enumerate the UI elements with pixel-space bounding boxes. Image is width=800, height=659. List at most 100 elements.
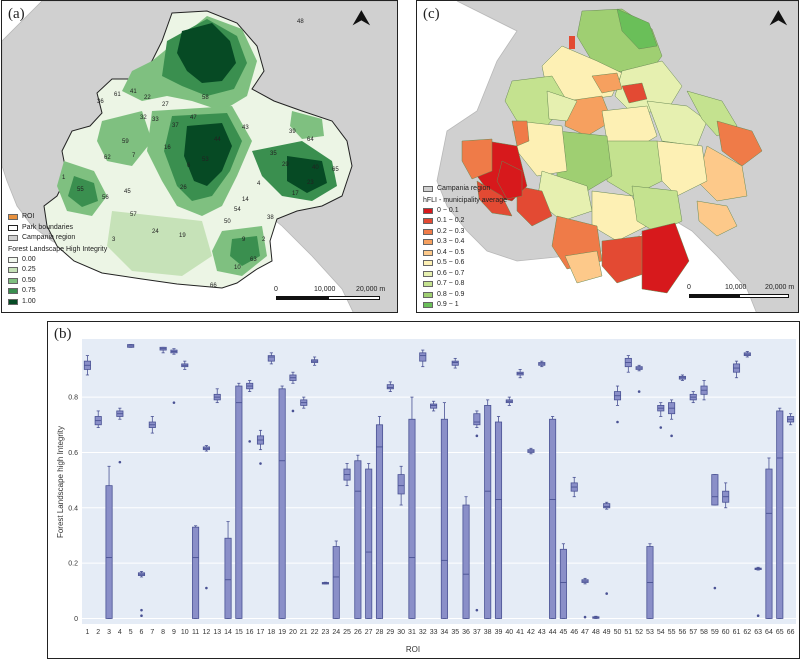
box-roi-5	[127, 344, 135, 348]
outlier-point	[583, 615, 587, 619]
x-tick-label: 48	[592, 629, 600, 636]
x-tick-label: 5	[129, 629, 133, 636]
box-iqr	[278, 388, 286, 619]
roi-number-label: 10	[234, 265, 241, 271]
box-iqr	[711, 474, 719, 506]
panel-c-municipality-map: (c) ⮝ Campania region hFLI - municipalit…	[416, 0, 799, 313]
roi-number-label: 48	[297, 19, 304, 25]
x-tick-label: 56	[679, 629, 687, 636]
x-tick-label: 4	[118, 629, 122, 636]
hfli-stop-2: 0.2 − 0.3	[437, 227, 465, 235]
x-tick-label: 53	[646, 629, 654, 636]
roi-number-label: 6	[187, 163, 191, 169]
outlier-point	[205, 586, 208, 590]
box-roi-64	[765, 457, 773, 619]
scale-a-start: 0	[274, 286, 278, 293]
legend-campania-label: Campania region	[22, 234, 76, 241]
box-iqr	[332, 546, 340, 619]
x-tick-label: 62	[743, 629, 751, 636]
box-iqr	[484, 405, 492, 619]
x-tick-label: 15	[235, 629, 243, 636]
x-tick-label: 52	[635, 629, 643, 636]
x-tick-label: 13	[213, 629, 221, 636]
roi-number-label: 43	[242, 125, 249, 131]
outlier-point	[605, 592, 608, 595]
roi-number-label: 14	[242, 197, 249, 203]
roi-number-label: 66	[210, 283, 217, 289]
outlier-point	[659, 426, 663, 429]
y-tick-label: 0.4	[68, 505, 78, 512]
outlier-point	[637, 390, 641, 393]
small-red-island	[569, 36, 575, 49]
panel-b-label: (b)	[54, 326, 72, 342]
box-roi-12	[202, 445, 210, 590]
box-iqr	[430, 403, 438, 409]
outlier-point	[140, 614, 143, 617]
box-roi-3	[105, 465, 113, 619]
panel-c-map	[436, 1, 798, 312]
roi-number-label: 32	[140, 115, 147, 121]
x-tick-label: 3	[107, 629, 111, 636]
box-roi-57	[689, 391, 697, 404]
x-tick-label: 38	[484, 629, 492, 636]
roi-number-label: 63	[250, 257, 257, 263]
roi-number-label: 41	[130, 89, 137, 95]
fli-stop-4: 1.00	[22, 297, 36, 305]
roi-number-label: 7	[132, 153, 136, 159]
x-tick-label: 63	[754, 629, 762, 636]
boxes	[83, 344, 795, 619]
roi-number-label: 44	[214, 137, 221, 143]
x-tick-label: 12	[203, 629, 211, 636]
hfli-swatch-1	[423, 218, 433, 225]
x-tick-label: 35	[451, 629, 459, 636]
scale-c-bar-light	[739, 294, 789, 298]
scale-c-start: 0	[687, 284, 691, 291]
outlier-point	[713, 586, 717, 590]
box-roi-56	[678, 374, 686, 381]
roi-number-label: 22	[144, 95, 151, 101]
box-iqr	[549, 418, 557, 619]
box-roi-49	[603, 501, 611, 595]
y-axis-ticks: 0 0.2 0.4 0.6 0.8	[68, 395, 78, 623]
roi-number-label: 26	[180, 185, 187, 191]
x-tick-label: 46	[570, 629, 578, 636]
y-tick-label: 0.2	[68, 561, 78, 568]
panel-c-legend: Campania region hFLI - municipality aver…	[423, 184, 507, 311]
box-iqr	[419, 352, 427, 362]
legend-fli-title: Forest Landscape High Integrity	[8, 245, 108, 253]
box-roi-66	[787, 413, 795, 426]
x-tick-label: 23	[322, 629, 330, 636]
panel-a-label: (a)	[8, 6, 25, 22]
box-roi-28	[375, 416, 384, 619]
outlier-point	[259, 462, 262, 465]
outlier-point	[118, 460, 122, 464]
fli-swatch-2	[8, 277, 18, 284]
box-roi-51	[624, 355, 632, 373]
x-tick-label: 66	[787, 629, 795, 636]
box-roi-35	[451, 357, 459, 369]
box-roi-25	[343, 463, 351, 487]
box-roi-32	[419, 349, 427, 368]
fli-stop-3: 0.75	[22, 287, 36, 294]
box-roi-63	[754, 566, 762, 617]
x-tick-label: 43	[538, 629, 546, 636]
outlier-point	[670, 434, 673, 438]
fli-swatch-3	[8, 288, 18, 295]
box-iqr	[365, 468, 373, 619]
roi-number-label: 27	[162, 102, 169, 108]
box-roi-46	[570, 476, 578, 498]
roi-number-label: 37	[172, 123, 179, 129]
x-tick-label: 24	[332, 629, 340, 636]
box-roi-62	[743, 351, 751, 358]
box-roi-47	[581, 577, 589, 619]
hfli-swatch-5	[423, 260, 433, 267]
x-tick-label: 41	[516, 629, 524, 636]
x-tick-label: 27	[365, 629, 373, 636]
x-tick-label: 34	[441, 629, 449, 636]
hfli-swatch-8	[423, 291, 433, 298]
panel-a-forest-map: 48 41 36 61 22 27 32 58 33 37 47 43 59 16 7 64 39 44 62 40 6…	[1, 0, 398, 313]
box-roi-60	[722, 482, 730, 509]
fli-stop-0: 0.00	[22, 255, 36, 263]
box-iqr	[224, 537, 232, 619]
x-tick-label: 25	[343, 629, 351, 636]
